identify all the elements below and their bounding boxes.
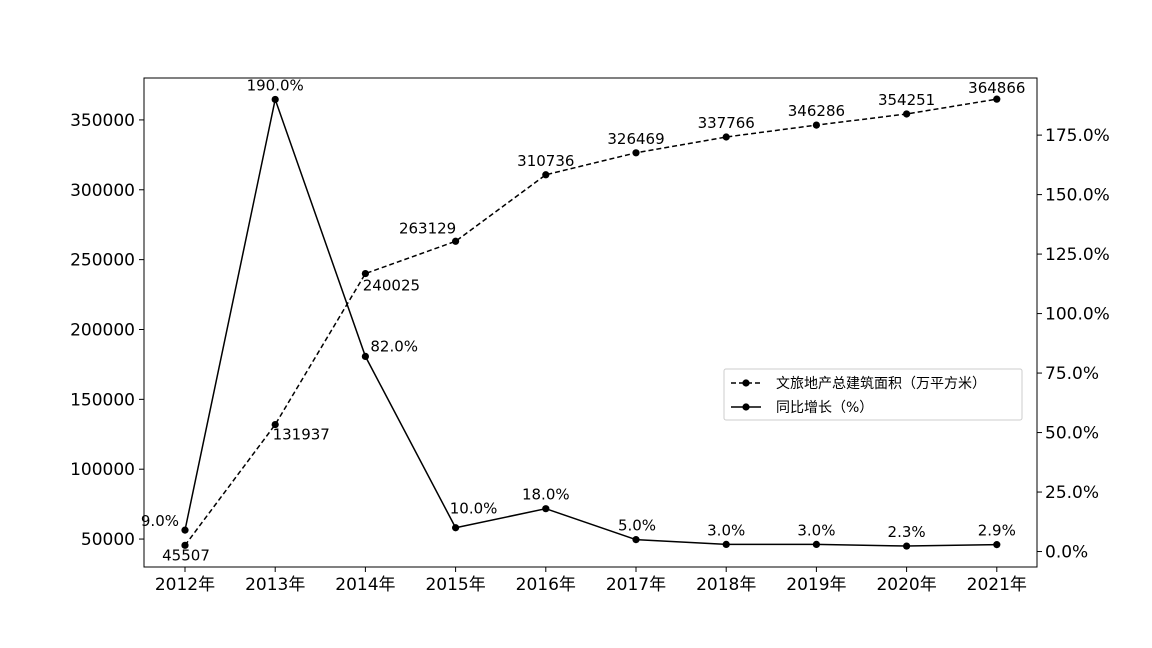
area-point bbox=[452, 237, 460, 245]
legend-marker bbox=[742, 379, 750, 387]
area-data-label: 240025 bbox=[363, 277, 420, 295]
right-axis: 0.0% 25.0% 50.0% 75.0% 100.0% 125.0% 150.0% 175… bbox=[1037, 126, 1110, 563]
x-tick-label: 2014年 bbox=[335, 575, 395, 595]
area-data-label: 45507 bbox=[162, 546, 210, 564]
growth-data-label: 2.3% bbox=[888, 523, 926, 541]
left-y-tick-label: 50000 bbox=[81, 530, 135, 550]
right-y-tick-label: 0.0% bbox=[1045, 543, 1088, 563]
growth-data-label: 5.0% bbox=[618, 517, 656, 535]
left-y-tick-label: 100000 bbox=[70, 460, 135, 480]
growth-data-label: 3.0% bbox=[707, 521, 745, 539]
left-y-tick-label: 250000 bbox=[70, 251, 135, 271]
area-point bbox=[993, 95, 1001, 103]
legend-box bbox=[723, 368, 1023, 421]
x-tick-label: 2013年 bbox=[245, 575, 305, 595]
area-data-label: 364866 bbox=[968, 79, 1025, 97]
right-y-tick-label: 175.0% bbox=[1045, 126, 1110, 146]
growth-series-line bbox=[184, 96, 997, 547]
growth-point bbox=[722, 540, 730, 548]
area-data-label: 337766 bbox=[698, 114, 755, 132]
x-tick-label: 2021年 bbox=[967, 575, 1027, 595]
x-tick-label: 2015年 bbox=[425, 575, 485, 595]
x-tick-label: 2020年 bbox=[876, 575, 936, 595]
area-point bbox=[632, 149, 640, 157]
plot-area bbox=[143, 77, 1038, 568]
area-point bbox=[542, 171, 550, 179]
growth-point bbox=[271, 95, 279, 104]
right-y-tick-label: 125.0% bbox=[1045, 245, 1110, 265]
legend-label: 同比增长（%） bbox=[776, 400, 873, 416]
area-point bbox=[181, 541, 189, 549]
area-data-label: 310736 bbox=[517, 152, 574, 170]
right-y-tick-label: 150.0% bbox=[1045, 186, 1110, 206]
left-axis: 50000 100000 150000 200000 250000 300000 35000… bbox=[70, 111, 144, 550]
area-point bbox=[903, 110, 911, 118]
growth-point bbox=[542, 505, 550, 513]
growth-data-label: 3.0% bbox=[797, 521, 835, 539]
left-y-tick-label: 200000 bbox=[70, 320, 135, 340]
right-y-tick-label: 100.0% bbox=[1045, 305, 1110, 325]
x-tick-label: 2019年 bbox=[786, 575, 846, 595]
right-y-tick-label: 25.0% bbox=[1045, 483, 1099, 503]
area-data-label: 131937 bbox=[273, 426, 330, 444]
series-group: 45507 131937 240025 263129 310736 326469 33776… bbox=[141, 76, 1026, 564]
x-tick-label: 2018年 bbox=[696, 575, 756, 595]
growth-data-label: 190.0% bbox=[247, 76, 304, 94]
left-y-tick-label: 150000 bbox=[70, 390, 135, 410]
area-data-label: 354251 bbox=[878, 91, 935, 109]
area-point bbox=[812, 121, 821, 129]
area-data-label: 346286 bbox=[788, 102, 845, 120]
growth-data-label: 82.0% bbox=[370, 337, 418, 355]
growth-point bbox=[452, 524, 460, 532]
growth-point bbox=[361, 352, 369, 361]
x-axis: 2012年 2013年 2014年 2015年 2016年 2017年 2018年 2019年… bbox=[155, 567, 1027, 595]
growth-point bbox=[903, 542, 911, 550]
right-y-tick-label: 75.0% bbox=[1045, 364, 1099, 384]
legend: 文旅地产总建筑面积（万平方米） 同比增长（%） bbox=[723, 368, 1023, 421]
area-point bbox=[722, 133, 730, 141]
growth-data-label: 2.9% bbox=[978, 522, 1016, 540]
growth-data-label: 10.0% bbox=[450, 500, 498, 518]
growth-point bbox=[993, 541, 1001, 549]
x-tick-label: 2017年 bbox=[606, 575, 666, 595]
growth-point bbox=[812, 540, 821, 548]
legend-label: 文旅地产总建筑面积（万平方米） bbox=[776, 376, 986, 392]
growth-point bbox=[181, 526, 189, 534]
area-point bbox=[361, 269, 369, 278]
x-tick-label: 2016年 bbox=[516, 575, 576, 595]
area-data-label: 326469 bbox=[607, 130, 664, 148]
growth-data-label: 9.0% bbox=[141, 512, 179, 530]
left-y-tick-label: 350000 bbox=[70, 111, 135, 131]
area-point bbox=[271, 420, 279, 429]
growth-point bbox=[632, 536, 640, 544]
area-data-label: 263129 bbox=[399, 219, 456, 237]
area-series-line bbox=[184, 98, 997, 546]
right-y-tick-label: 50.0% bbox=[1045, 424, 1099, 444]
left-y-tick-label: 300000 bbox=[70, 181, 135, 201]
x-tick-label: 2012年 bbox=[155, 575, 215, 595]
growth-data-label: 18.0% bbox=[522, 486, 570, 504]
legend-marker bbox=[742, 403, 750, 411]
